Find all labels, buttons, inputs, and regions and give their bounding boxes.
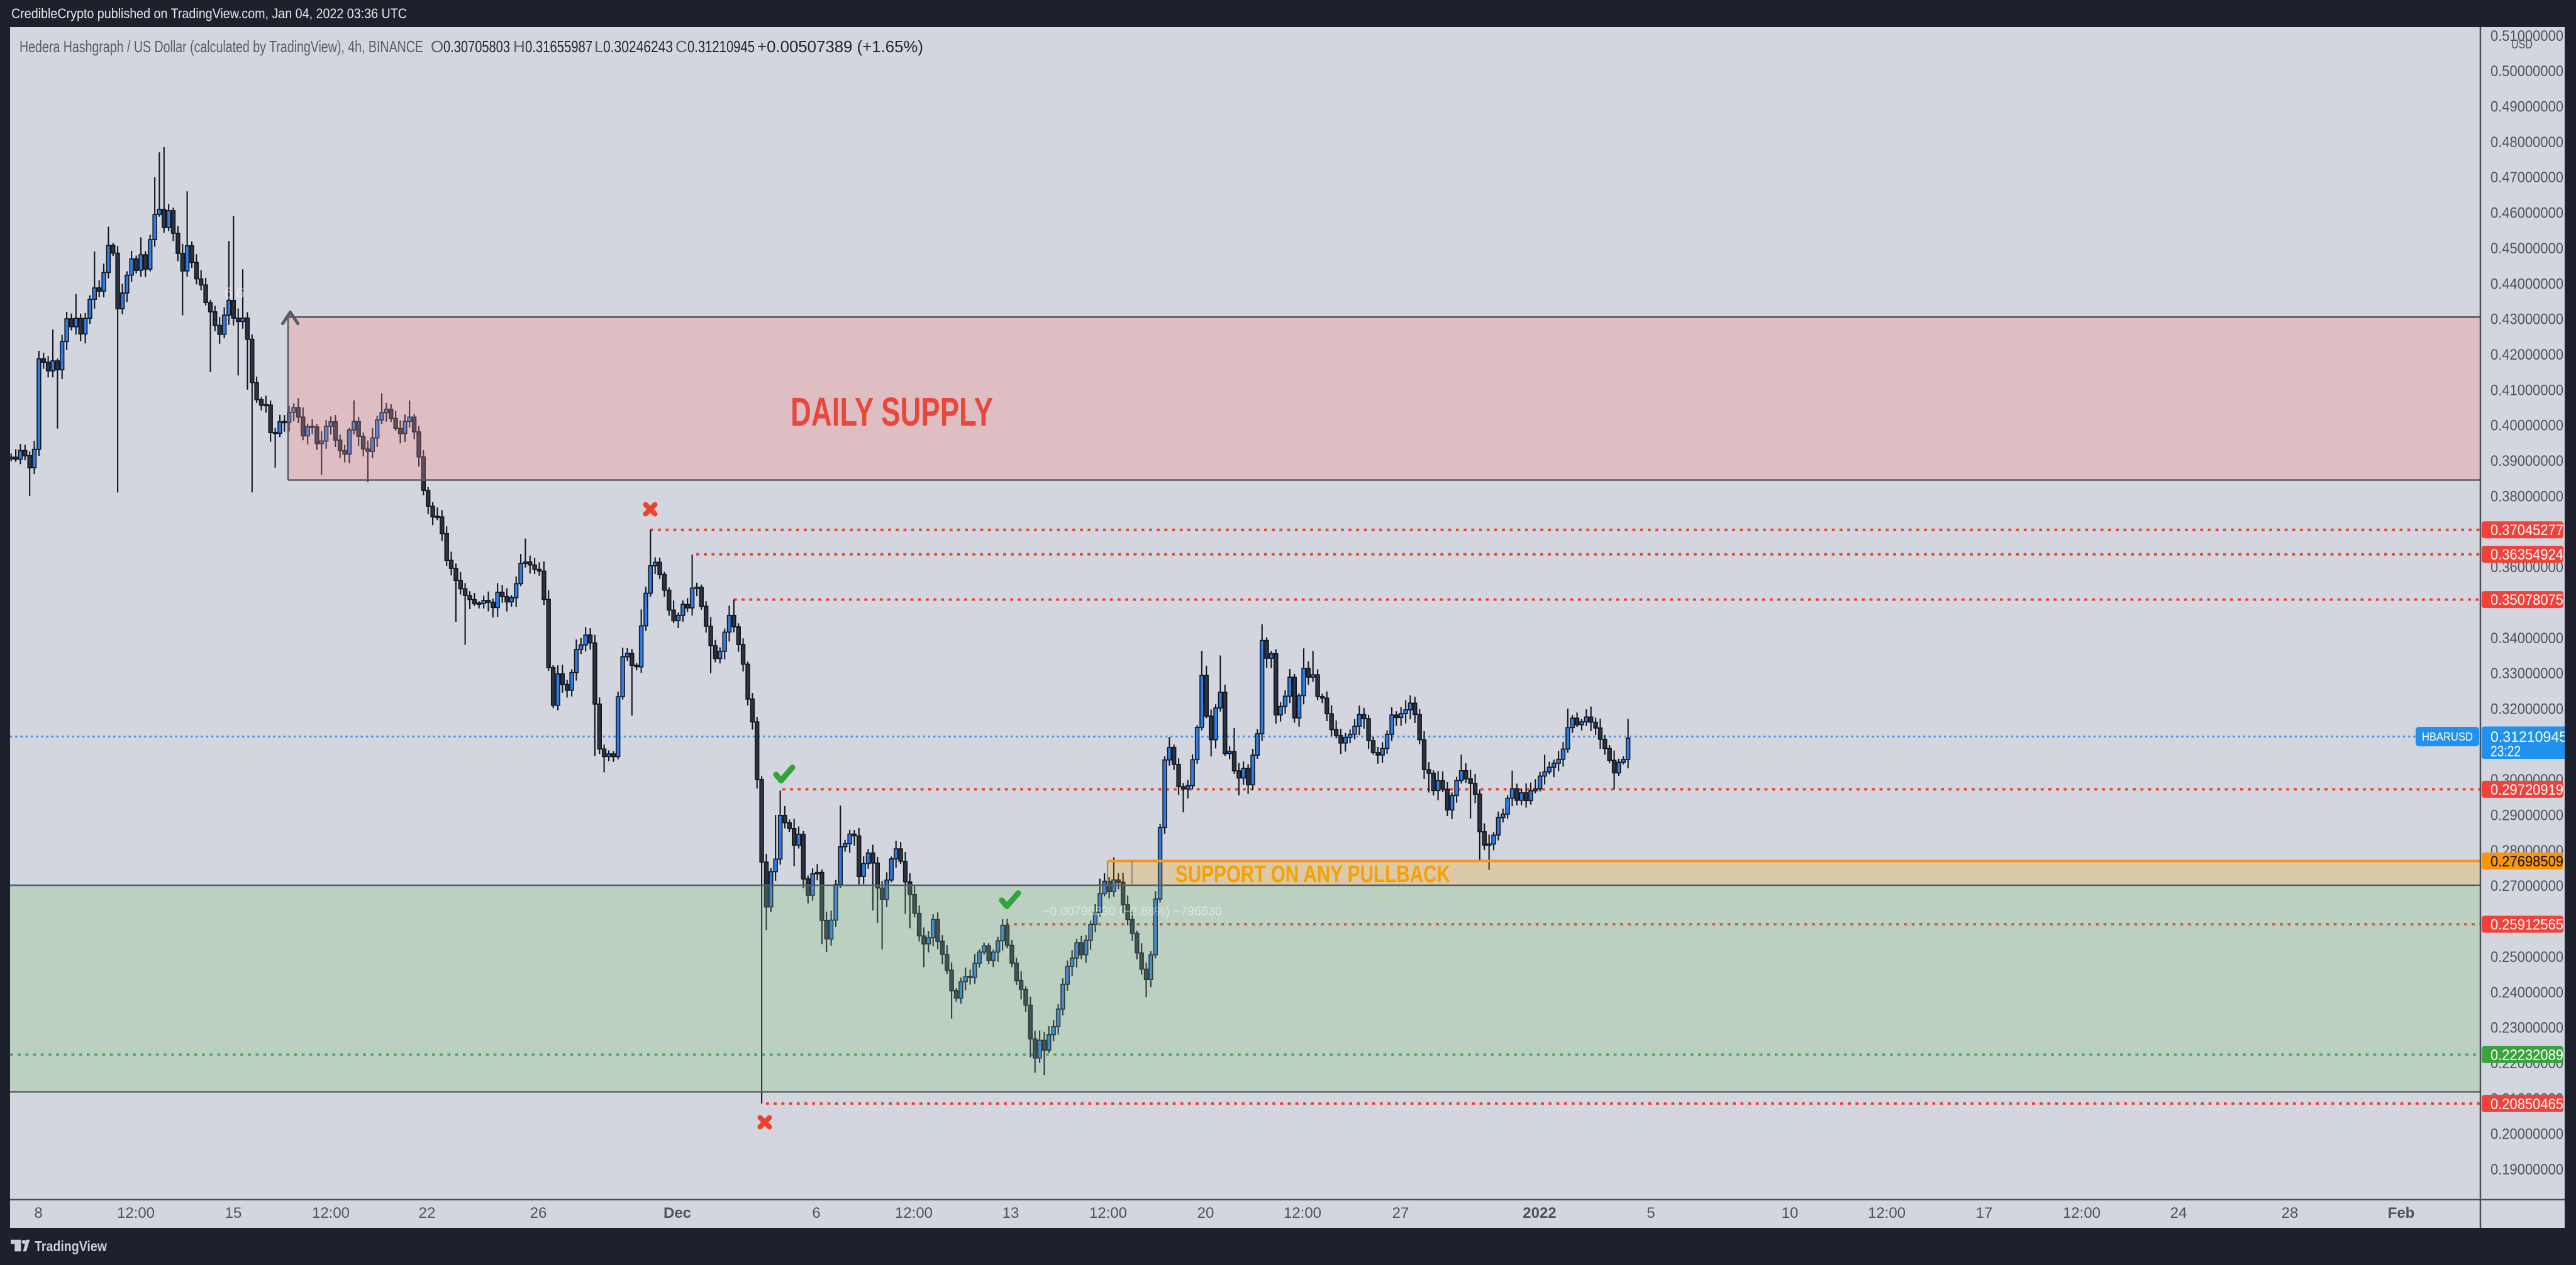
svg-text:0.47000000: 0.47000000 (2490, 169, 2563, 186)
svg-text:12:00: 12:00 (895, 1205, 933, 1222)
svg-text:H: H (513, 37, 525, 56)
svg-text:0.30705803: 0.30705803 (443, 37, 510, 56)
svg-text:6: 6 (812, 1205, 820, 1222)
svg-text:23:22: 23:22 (2490, 743, 2521, 760)
svg-text:−0.00796830 (−2.88%) −796630: −0.00796830 (−2.88%) −796630 (1043, 905, 1222, 919)
svg-text:0.31210945: 0.31210945 (687, 37, 755, 56)
svg-text:0.30246243: 0.30246243 (603, 37, 673, 56)
svg-text:5: 5 (1646, 1205, 1655, 1222)
svg-text:0.32000000: 0.32000000 (2490, 701, 2563, 718)
svg-text:0.24000000: 0.24000000 (2490, 984, 2563, 1001)
svg-text:15: 15 (225, 1205, 242, 1222)
svg-text:0.36354924: 0.36354924 (2490, 546, 2563, 563)
svg-text:0.31210945: 0.31210945 (2490, 729, 2565, 746)
svg-text:12:00: 12:00 (312, 1205, 350, 1222)
svg-text:0.44000000: 0.44000000 (2490, 275, 2563, 292)
svg-text:0.43000000: 0.43000000 (2490, 311, 2563, 328)
svg-text:0.22232089: 0.22232089 (2490, 1047, 2563, 1064)
svg-text:+0.00507389 (+1.65%): +0.00507389 (+1.65%) (757, 37, 923, 56)
svg-text:13: 13 (1002, 1205, 1019, 1222)
svg-text:12:00: 12:00 (1089, 1205, 1127, 1222)
svg-text:C: C (675, 37, 687, 56)
svg-text:17: 17 (1976, 1205, 1993, 1222)
svg-text:12:00: 12:00 (2063, 1205, 2101, 1222)
svg-text:0.20850465: 0.20850465 (2490, 1096, 2563, 1113)
svg-text:24: 24 (2170, 1205, 2187, 1222)
svg-text:8: 8 (34, 1205, 42, 1222)
svg-text:CredibleCrypto published on Tr: CredibleCrypto published on TradingView.… (11, 6, 407, 21)
svg-text:0.31655987: 0.31655987 (525, 37, 592, 56)
svg-text:0.27000000: 0.27000000 (2490, 878, 2563, 895)
svg-text:USD: USD (2511, 38, 2533, 52)
svg-text:HBARUSD: HBARUSD (2422, 730, 2473, 743)
svg-text:0.23000000: 0.23000000 (2490, 1020, 2563, 1037)
svg-text:Feb: Feb (2388, 1205, 2415, 1222)
svg-text:26: 26 (530, 1205, 547, 1222)
svg-text:0.29000000: 0.29000000 (2490, 807, 2563, 824)
svg-text:O: O (431, 37, 443, 56)
svg-text:0.48000000: 0.48000000 (2490, 134, 2563, 151)
svg-text:12:00: 12:00 (1284, 1205, 1321, 1222)
svg-text:0.37045277: 0.37045277 (2490, 522, 2563, 539)
svg-text:TradingView: TradingView (35, 1238, 107, 1254)
svg-text:0.51000000: 0.51000000 (2490, 28, 2563, 45)
svg-text:0.50000000: 0.50000000 (2490, 63, 2563, 80)
svg-text:DAILY SUPPLY: DAILY SUPPLY (791, 389, 993, 434)
svg-text:6 6: 6 6 (225, 285, 245, 302)
svg-text:12:00: 12:00 (1868, 1205, 1906, 1222)
svg-text:0.33000000: 0.33000000 (2490, 665, 2563, 682)
svg-text:0.41000000: 0.41000000 (2490, 382, 2563, 399)
svg-text:0.40000000: 0.40000000 (2490, 417, 2563, 434)
svg-text:20: 20 (1197, 1205, 1214, 1222)
svg-text:Hedera Hashgraph / US Dollar (: Hedera Hashgraph / US Dollar (calculated… (19, 37, 423, 56)
svg-text:0.25000000: 0.25000000 (2490, 949, 2563, 966)
svg-text:SUPPORT ON ANY PULLBACK: SUPPORT ON ANY PULLBACK (1175, 861, 1450, 888)
svg-text:0.29720919: 0.29720919 (2490, 782, 2563, 798)
svg-text:0.46000000: 0.46000000 (2490, 205, 2563, 222)
svg-text:L: L (594, 37, 603, 56)
svg-text:0.39000000: 0.39000000 (2490, 453, 2563, 470)
svg-text:0.49000000: 0.49000000 (2490, 99, 2563, 116)
svg-text:0.27698509: 0.27698509 (2490, 853, 2563, 870)
svg-text:0.19000000: 0.19000000 (2490, 1161, 2563, 1178)
svg-text:2022: 2022 (1523, 1205, 1556, 1222)
svg-text:Dec: Dec (663, 1205, 691, 1222)
svg-text:10: 10 (1782, 1205, 1799, 1222)
svg-text:0.42000000: 0.42000000 (2490, 346, 2563, 363)
svg-text:27: 27 (1392, 1205, 1409, 1222)
svg-text:12:00: 12:00 (117, 1205, 155, 1222)
svg-text:0.35078075: 0.35078075 (2490, 592, 2563, 609)
svg-text:0.25912565: 0.25912565 (2490, 917, 2563, 934)
svg-text:0.38000000: 0.38000000 (2490, 488, 2563, 505)
svg-text:0.20000000: 0.20000000 (2490, 1126, 2563, 1143)
svg-text:0.34000000: 0.34000000 (2490, 630, 2563, 647)
svg-text:0.45000000: 0.45000000 (2490, 240, 2563, 257)
svg-text:28: 28 (2282, 1205, 2299, 1222)
svg-text:22: 22 (419, 1205, 436, 1222)
